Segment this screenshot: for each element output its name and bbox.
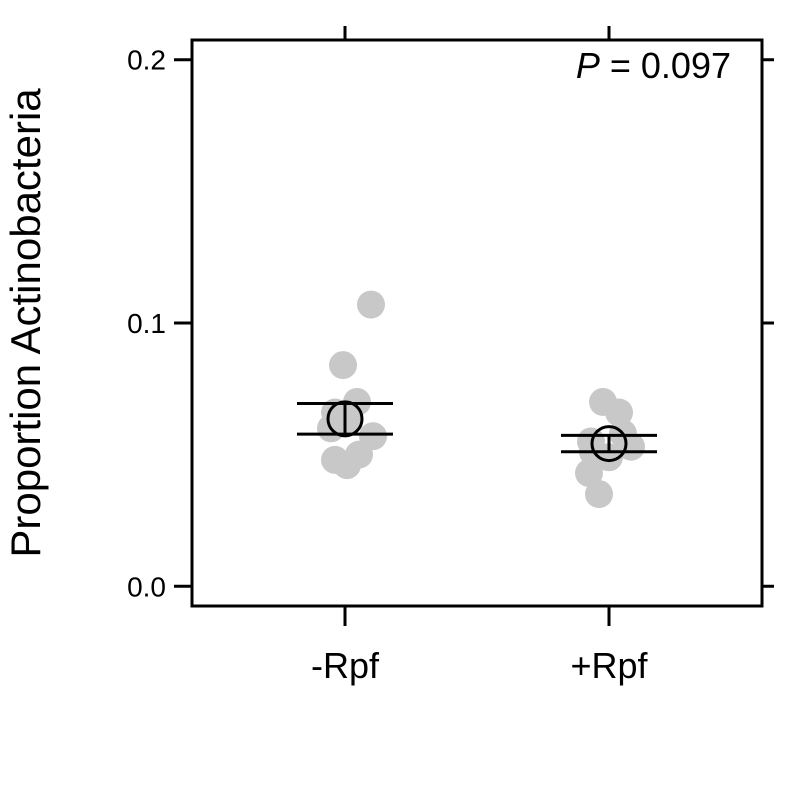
mean-marker — [326, 400, 364, 438]
summary-layer — [297, 400, 657, 463]
x-category-label: +Rpf — [570, 645, 648, 686]
p-italic: P — [576, 45, 600, 86]
mean-marker — [590, 425, 628, 463]
data-point — [605, 398, 633, 427]
axes-layer: 0.0 0.1 0.2 -Rpf +Rpf — [127, 26, 774, 686]
data-point — [333, 451, 361, 480]
data-point — [575, 459, 603, 488]
x-category-label: -Rpf — [311, 645, 380, 686]
data-point — [357, 290, 385, 319]
y-tick-label: 0.1 — [127, 308, 166, 339]
data-point — [329, 351, 357, 380]
y-tick-label: 0.2 — [127, 45, 166, 76]
p-value: = 0.097 — [600, 45, 731, 86]
p-value-annotation: P = 0.097 — [576, 45, 731, 86]
points-layer — [317, 290, 645, 509]
y-tick-label: 0.0 — [127, 571, 166, 602]
data-point — [585, 480, 613, 509]
y-axis-title: Proportion Actinobacteria — [2, 88, 49, 558]
plot-frame — [190, 38, 764, 608]
